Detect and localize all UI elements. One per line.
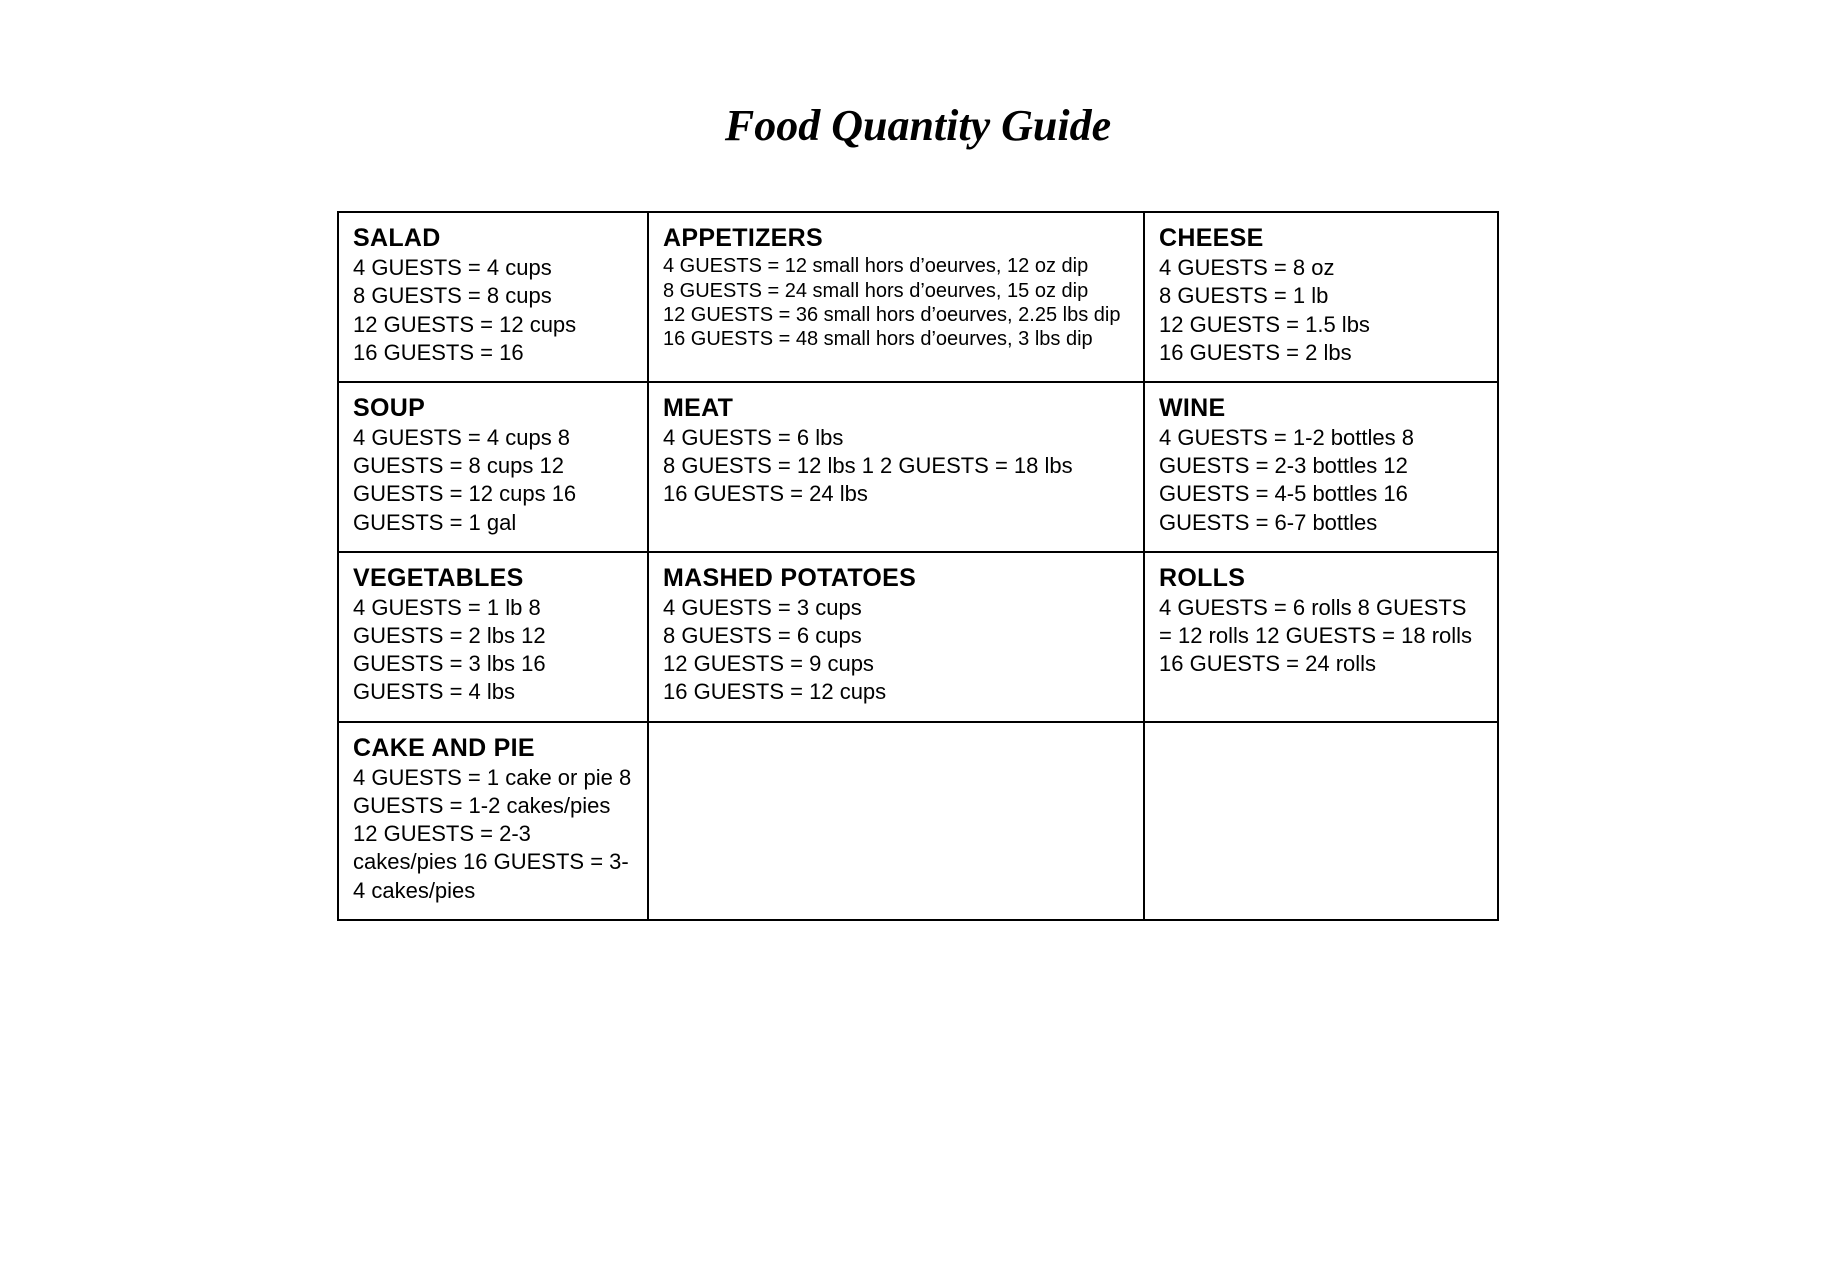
cell-heading: WINE [1159,393,1483,424]
cell-heading: ROLLS [1159,563,1483,594]
page-title: Food Quantity Guide [60,100,1776,151]
cell-heading: MASHED POTATOES [663,563,1129,594]
cell-wine: WINE 4 GUESTS = 1-2 bottles 8 GUESTS = 2… [1144,382,1498,552]
table-row: VEGETABLES 4 GUESTS = 1 lb 8 GUESTS = 2 … [338,552,1498,722]
cell-salad: SALAD 4 GUESTS = 4 cups 8 GUESTS = 8 cup… [338,212,648,382]
cell-heading: CHEESE [1159,223,1483,254]
cell-heading: MEAT [663,393,1129,424]
cell-heading: SALAD [353,223,633,254]
table-row: CAKE AND PIE 4 GUESTS = 1 cake or pie 8 … [338,722,1498,920]
cell-vegetables: VEGETABLES 4 GUESTS = 1 lb 8 GUESTS = 2 … [338,552,648,722]
cell-body: 4 GUESTS = 1-2 bottles 8 GUESTS = 2-3 bo… [1159,424,1483,537]
cell-cake-and-pie: CAKE AND PIE 4 GUESTS = 1 cake or pie 8 … [338,722,648,920]
cell-empty [1144,722,1498,920]
table-row: SOUP 4 GUESTS = 4 cups 8 GUESTS = 8 cups… [338,382,1498,552]
cell-body: 4 GUESTS = 6 rolls 8 GUESTS = 12 rolls 1… [1159,594,1483,678]
cell-heading: SOUP [353,393,633,424]
cell-meat: MEAT 4 GUESTS = 6 lbs 8 GUESTS = 12 lbs … [648,382,1144,552]
cell-empty [648,722,1144,920]
cell-body: 4 GUESTS = 4 cups 8 GUESTS = 8 cups 12 G… [353,254,633,367]
cell-mashed-potatoes: MASHED POTATOES 4 GUESTS = 3 cups 8 GUES… [648,552,1144,722]
table-row: SALAD 4 GUESTS = 4 cups 8 GUESTS = 8 cup… [338,212,1498,382]
cell-body: 4 GUESTS = 12 small hors d’oeurves, 12 o… [663,254,1129,352]
cell-body: 4 GUESTS = 6 lbs 8 GUESTS = 12 lbs 1 2 G… [663,424,1129,508]
cell-appetizers: APPETIZERS 4 GUESTS = 12 small hors d’oe… [648,212,1144,382]
cell-heading: APPETIZERS [663,223,1129,254]
cell-body: 4 GUESTS = 8 oz 8 GUESTS = 1 lb 12 GUEST… [1159,254,1483,367]
cell-body: 4 GUESTS = 4 cups 8 GUESTS = 8 cups 12 G… [353,424,633,537]
cell-heading: VEGETABLES [353,563,633,594]
cell-body: 4 GUESTS = 1 lb 8 GUESTS = 2 lbs 12 GUES… [353,594,633,707]
cell-heading: CAKE AND PIE [353,733,633,764]
food-quantity-table: SALAD 4 GUESTS = 4 cups 8 GUESTS = 8 cup… [337,211,1499,921]
cell-cheese: CHEESE 4 GUESTS = 8 oz 8 GUESTS = 1 lb 1… [1144,212,1498,382]
cell-body: 4 GUESTS = 3 cups 8 GUESTS = 6 cups 12 G… [663,594,1129,707]
cell-rolls: ROLLS 4 GUESTS = 6 rolls 8 GUESTS = 12 r… [1144,552,1498,722]
cell-body: 4 GUESTS = 1 cake or pie 8 GUESTS = 1-2 … [353,764,633,905]
cell-soup: SOUP 4 GUESTS = 4 cups 8 GUESTS = 8 cups… [338,382,648,552]
